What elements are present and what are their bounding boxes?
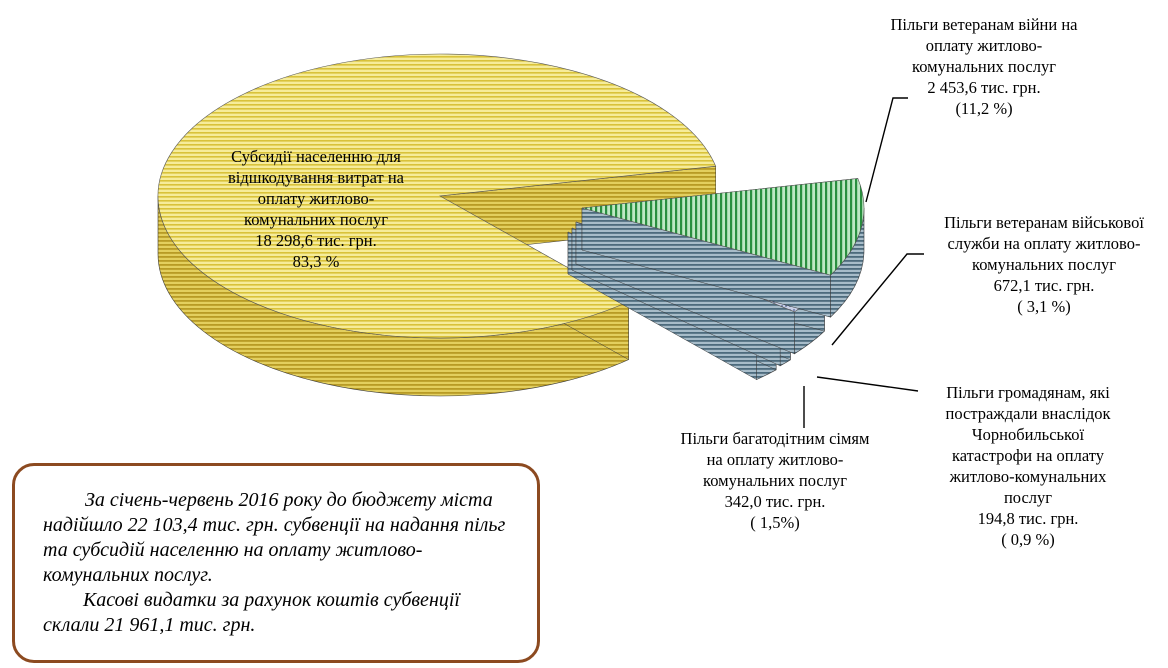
label-large-families-line-2: на оплату житлово-	[706, 450, 844, 469]
label-subsidies: Субсидії населенню для відшкодування вит…	[196, 146, 436, 272]
label-large-families-amount: 342,0 тис. грн.	[724, 492, 826, 511]
label-chornobyl-amount: 194,8 тис. грн.	[977, 509, 1079, 528]
label-chornobyl-line-6: послуг	[1003, 488, 1053, 507]
label-military-veterans-amount: 672,1 тис. грн.	[993, 276, 1095, 295]
label-subsidies-line-4: комунальних послуг	[244, 210, 388, 229]
slice-war-veterans-top	[581, 178, 865, 276]
label-war-veterans-share: (11,2 %)	[955, 99, 1013, 118]
leader-line-chornobyl	[816, 376, 919, 392]
label-chornobyl-line-2: постраждали внаслідок	[945, 404, 1111, 423]
label-chornobyl-line-4: катастрофи на оплату	[951, 446, 1104, 465]
label-chornobyl-line-3: Чорнобильської	[971, 425, 1085, 444]
summary-note-box: За січень-червень 2016 року до бюджету м…	[12, 463, 540, 663]
label-chornobyl-share: ( 0,9 %)	[1001, 530, 1055, 549]
label-war-veterans-line-2: оплату житлово-	[925, 36, 1043, 55]
label-large-families-share: ( 1,5%)	[750, 513, 800, 532]
label-subsidies-share: 83,3 %	[292, 252, 340, 271]
label-subsidies-line-1: Субсидії населенню для	[231, 147, 401, 166]
summary-note-paragraph-2: Касові видатки за рахунок коштів субвенц…	[43, 589, 460, 636]
label-subsidies-line-3: оплату житлово-	[257, 189, 375, 208]
label-large-families: Пільги багатодітним сімям на оплату житл…	[650, 428, 900, 533]
leader-line-war-veterans	[865, 97, 908, 203]
label-military-veterans-share: ( 3,1 %)	[1017, 297, 1071, 316]
leader-line-military-veterans	[831, 253, 924, 346]
label-large-families-line-1: Пільги багатодітним сімям	[680, 429, 870, 448]
label-chornobyl-line-5: житлово-комунальних	[949, 467, 1107, 486]
slice-subsidies	[157, 53, 717, 397]
label-large-families-line-3: комунальних послуг	[703, 471, 847, 490]
label-subsidies-amount: 18 298,6 тис. грн.	[255, 231, 377, 250]
label-war-veterans-amount: 2 453,6 тис. грн.	[927, 78, 1041, 97]
label-military-veterans-line-2: служби на оплату житлово-	[947, 234, 1141, 253]
label-chornobyl: Пільги громадянам, які постраждали внасл…	[912, 382, 1144, 550]
label-subsidies-line-2: відшкодування витрат на	[227, 168, 404, 187]
slice-subsidies-top	[157, 53, 717, 339]
label-chornobyl-line-1: Пільги громадянам, які	[946, 383, 1110, 402]
slice-war-veterans	[581, 178, 865, 318]
label-military-veterans-line-3: комунальних послуг	[972, 255, 1116, 274]
label-military-veterans: Пільги ветеранам військової служби на оп…	[924, 212, 1164, 317]
label-military-veterans-line-1: Пільги ветеранам військової	[944, 213, 1144, 232]
label-war-veterans-line-3: комунальних послуг	[912, 57, 1056, 76]
label-war-veterans: Пільги ветеранам війни на оплату житлово…	[862, 14, 1106, 119]
label-war-veterans-line-1: Пільги ветеранам війни на	[890, 15, 1078, 34]
summary-note-paragraph-1: За січень-червень 2016 року до бюджету м…	[43, 489, 506, 586]
